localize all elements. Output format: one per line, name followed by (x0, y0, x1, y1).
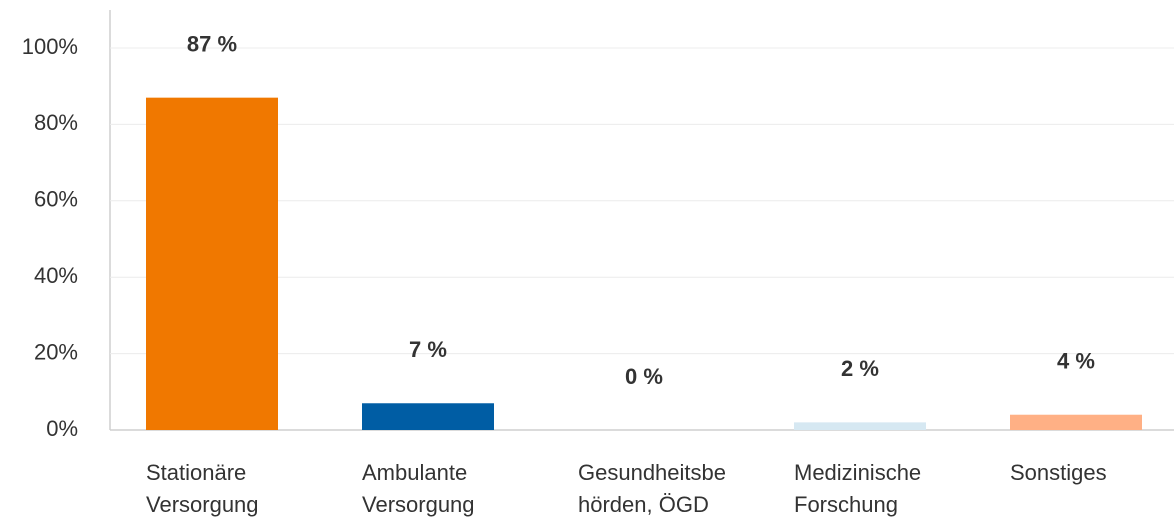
bar (1010, 414, 1142, 430)
y-tick-label: 40% (34, 263, 78, 288)
bar (794, 422, 926, 430)
y-tick-label: 0% (46, 416, 78, 441)
x-tick-label: Ambulante (362, 460, 467, 485)
x-tick-label: Forschung (794, 492, 898, 517)
x-tick-label: Stationäre (146, 460, 246, 485)
y-tick-label: 60% (34, 187, 78, 212)
x-tick-label: Medizinische (794, 460, 921, 485)
value-label: 87 % (187, 31, 237, 56)
x-tick-label: hörden, ÖGD (578, 492, 709, 517)
value-label: 7 % (409, 337, 447, 362)
bar (362, 403, 494, 430)
value-label: 0 % (625, 364, 663, 389)
value-label: 2 % (841, 356, 879, 381)
y-tick-label: 20% (34, 339, 78, 364)
x-tick-label: Versorgung (146, 492, 259, 517)
x-tick-label: Gesundheitsbe (578, 460, 726, 485)
x-tick-label: Versorgung (362, 492, 475, 517)
value-label: 4 % (1057, 349, 1095, 374)
bar (146, 97, 278, 430)
y-tick-label: 80% (34, 110, 78, 135)
y-tick-label: 100% (22, 34, 78, 59)
x-tick-label: Sonstiges (1010, 460, 1107, 485)
